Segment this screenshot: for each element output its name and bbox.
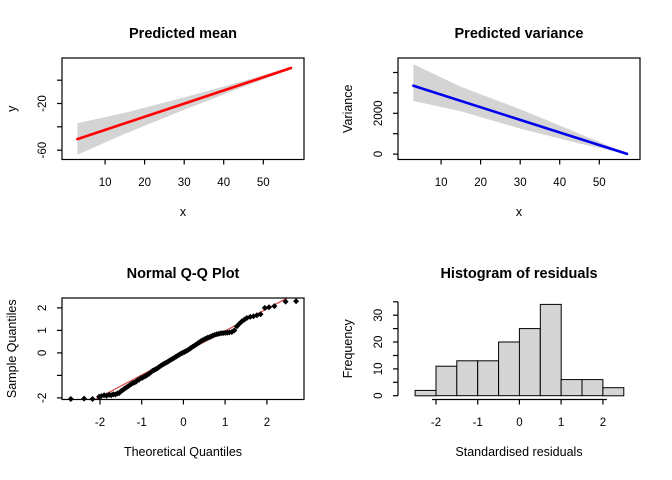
y-tick-label: 2	[37, 305, 49, 311]
x-tick-label: 0	[516, 417, 522, 429]
y-axis-label: Variance	[341, 85, 355, 133]
qq-point	[271, 303, 278, 310]
panel-normal-qq-plot: -2 -1 0 1 2 -2 0 1 2 Normal Q-Q Plot Theoretical Q…	[5, 266, 305, 459]
plot-box	[61, 57, 305, 161]
qq-point	[81, 395, 88, 402]
y-tick-label: -20	[37, 95, 49, 112]
y-tick-label: 20	[373, 336, 385, 349]
y-tick-label: 0	[37, 350, 49, 356]
hist-bar	[477, 360, 500, 397]
x-tick-label: 40	[217, 177, 230, 189]
y-tick-label: 2000	[373, 101, 385, 127]
x-tick-label: 2	[600, 417, 606, 429]
y-axis-label: Sample Quantiles	[5, 299, 19, 398]
y-tick-label: 0	[373, 151, 385, 157]
x-tick-label: -1	[473, 417, 483, 429]
x-axis-label: Standardised residuals	[455, 445, 582, 459]
qq-point	[261, 304, 268, 311]
hist-bar	[539, 303, 562, 397]
x-tick-label: 50	[593, 177, 606, 189]
panel-predicted-mean: 10 20 30 40 50 -60 -20 Predicted mean x y	[5, 26, 305, 219]
x-tick-label: 1	[558, 417, 564, 429]
x-tick-label: 1	[222, 417, 228, 429]
x-tick-label: -2	[431, 417, 441, 429]
hist-bar	[435, 365, 458, 397]
x-tick-label: 10	[99, 177, 112, 189]
x-axis-label: x	[516, 205, 523, 219]
predicted-variance-line	[412, 84, 629, 156]
x-axis-label: x	[180, 205, 187, 219]
panel-title: Normal Q-Q Plot	[127, 266, 240, 282]
hist-bar	[560, 379, 583, 397]
qq-point	[293, 298, 300, 305]
qq-point	[233, 323, 240, 330]
hist-bar	[581, 379, 604, 397]
panel-title: Predicted mean	[129, 26, 237, 42]
qq-point	[253, 312, 260, 319]
plot-box	[397, 57, 641, 161]
hist-bar	[602, 387, 625, 397]
x-tick-label: 2	[264, 417, 270, 429]
x-tick-label: 30	[514, 177, 527, 189]
x-tick-label: -2	[95, 417, 105, 429]
x-tick-label: 0	[180, 417, 186, 429]
y-tick-label: 30	[373, 309, 385, 322]
qq-point	[282, 298, 289, 305]
hist-bar	[498, 341, 521, 397]
x-tick-label: -1	[137, 417, 147, 429]
y-tick-label: 10	[373, 363, 385, 376]
hist-bar	[518, 328, 541, 397]
qq-point	[266, 304, 272, 311]
qq-point	[257, 311, 264, 318]
panel-predicted-variance: 10 20 30 40 50 0 2000 Predicted variance x Varian…	[341, 26, 641, 219]
x-axis-label: Theoretical Quantiles	[124, 445, 242, 459]
qq-point	[119, 387, 126, 394]
qq-point	[231, 327, 238, 334]
qq-point	[238, 318, 245, 325]
predicted-mean-line	[76, 66, 293, 141]
panel-title: Predicted variance	[455, 26, 584, 42]
panel-title: Histogram of residuals	[440, 266, 597, 282]
confidence-band	[77, 66, 292, 155]
y-tick-label: 1	[37, 327, 49, 333]
x-tick-label: 50	[257, 177, 270, 189]
qq-point	[247, 313, 254, 320]
x-tick-label: 10	[435, 177, 448, 189]
x-tick-label: 20	[474, 177, 487, 189]
y-tick-label: 0	[373, 392, 385, 398]
x-tick-label: 40	[553, 177, 566, 189]
y-axis-label: Frequency	[341, 318, 355, 378]
y-tick-label: -60	[37, 142, 49, 159]
hist-bar	[456, 360, 479, 397]
x-tick-label: 20	[138, 177, 151, 189]
y-tick-label: -2	[37, 393, 49, 403]
plot-box	[61, 297, 305, 401]
y-axis-label: y	[5, 105, 19, 112]
x-tick-label: 30	[178, 177, 191, 189]
confidence-band	[413, 64, 627, 155]
hist-bar	[414, 389, 437, 397]
